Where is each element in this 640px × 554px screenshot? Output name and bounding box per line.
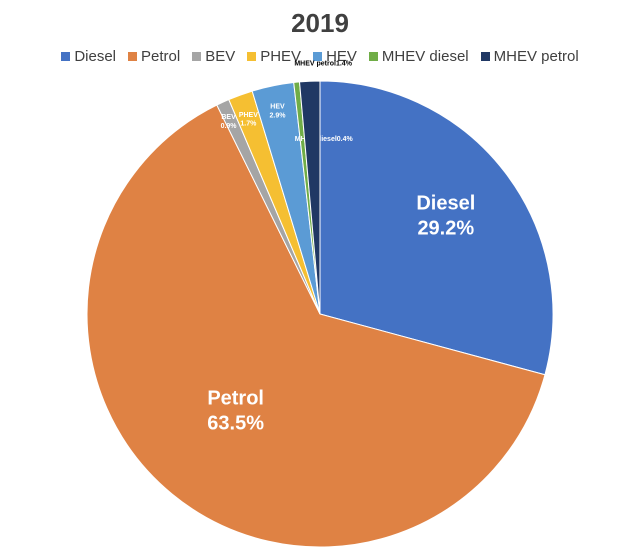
legend-item-phev: PHEV: [247, 48, 301, 65]
data-label-mhev-petrol: MHEV petrol1.4%: [294, 60, 352, 67]
pie-slice-mhev-petrol: [298, 80, 321, 315]
legend-swatch-petrol: [128, 52, 138, 61]
legend-label-diesel: Diesel: [74, 48, 117, 65]
legend-swatch-mhev-diesel: [368, 52, 378, 61]
legend-label-phev: PHEV: [260, 48, 302, 65]
chart-title: 2019: [291, 8, 349, 38]
legend-item-mhev-petrol: MHEV petrol: [480, 48, 579, 65]
data-label-petrol: Petrol 63.5%: [207, 388, 264, 435]
data-label-mhev-diesel: MHEV diesel0.4%: [295, 136, 354, 143]
data-label-phev: PHEV 1.7%: [239, 112, 258, 128]
pie-slice-diesel: [319, 80, 554, 376]
data-label-bev: BEV 0.9%: [221, 114, 238, 130]
legend-item-bev: BEV: [192, 48, 235, 65]
legend-item-petrol: Petrol: [128, 48, 180, 65]
legend-swatch-bev: [192, 52, 202, 61]
legend-label-mhev-petrol: MHEV petrol: [493, 48, 579, 65]
legend-swatch-hev: [313, 52, 323, 61]
legend-swatch-phev: [247, 52, 257, 61]
legend-label-mhev-diesel: MHEV diesel: [381, 48, 469, 65]
pie-slice-petrol: [86, 104, 546, 548]
chart-legend: Diesel Petrol BEV PHEV HEV MHEV diesel M…: [0, 48, 640, 65]
legend-label-petrol: Petrol: [141, 48, 181, 65]
legend-swatch-mhev-petrol: [480, 52, 490, 61]
legend-swatch-diesel: [61, 52, 71, 61]
legend-label-bev: BEV: [205, 48, 236, 65]
legend-item-mhev-diesel: MHEV diesel: [368, 48, 469, 65]
legend-item-diesel: Diesel: [61, 48, 116, 65]
data-label-hev: HEV 2.9%: [269, 104, 286, 120]
legend-label-hev: HEV: [326, 48, 357, 65]
legend-item-hev: HEV: [313, 48, 357, 65]
data-label-diesel: Diesel 29.2%: [416, 193, 475, 240]
